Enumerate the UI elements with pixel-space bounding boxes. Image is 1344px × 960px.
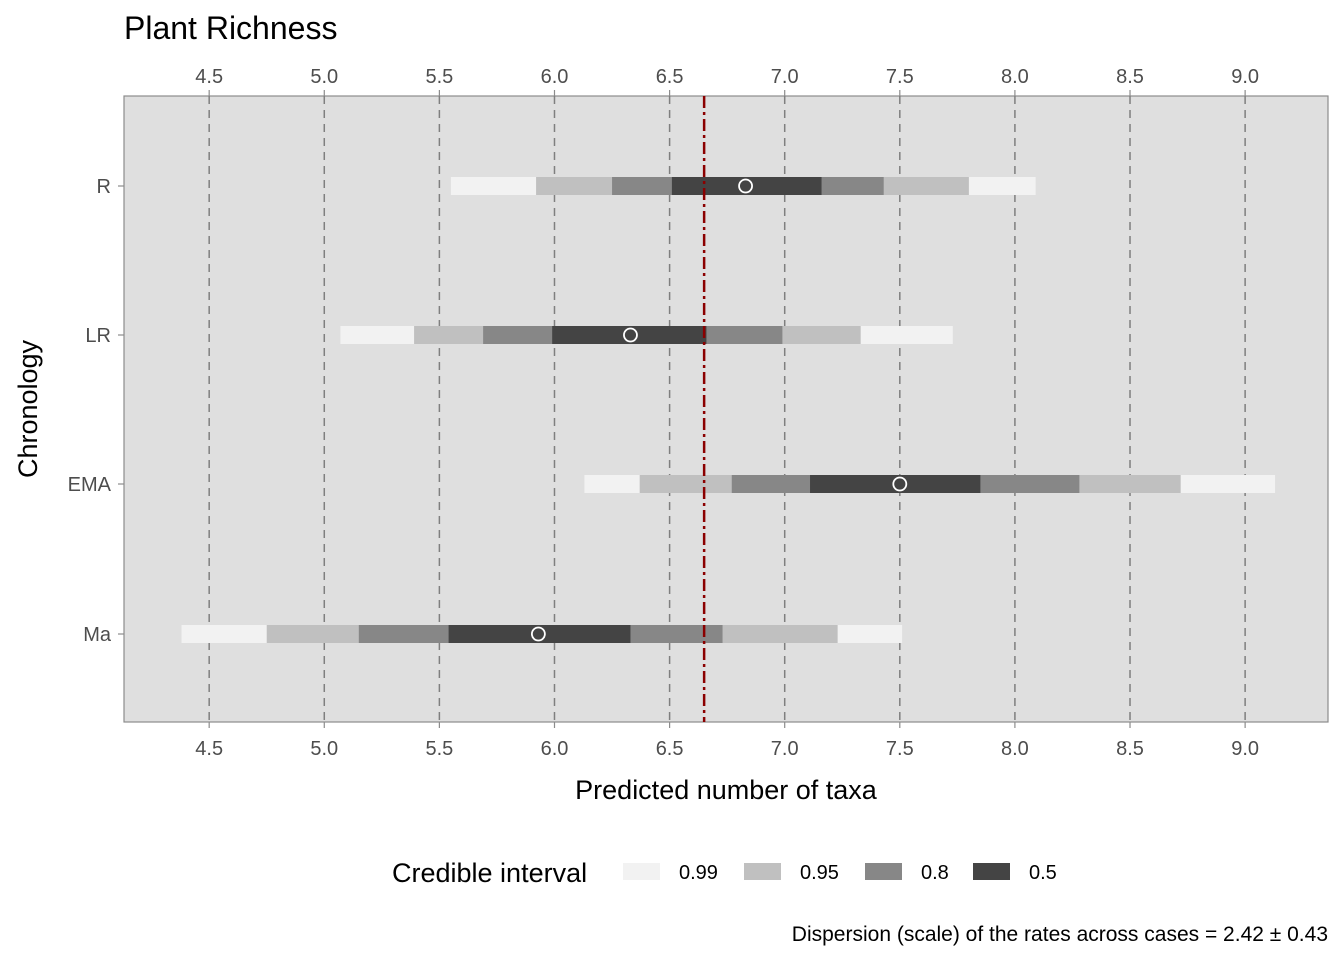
legend-swatch bbox=[973, 863, 1010, 880]
legend-swatch bbox=[623, 863, 660, 880]
y-axis: R LR EMA Ma bbox=[68, 176, 124, 646]
grid-lines bbox=[208, 96, 1246, 722]
point-estimate bbox=[530, 626, 546, 642]
x-tick-label-bottom: 8.0 bbox=[1001, 738, 1029, 760]
interval-bar bbox=[810, 475, 981, 493]
point-estimate bbox=[892, 476, 908, 492]
x-tick-label-bottom: 5.0 bbox=[310, 738, 338, 760]
legend: Credible interval 0.99 0.95 0.8 0.5 bbox=[392, 858, 1057, 888]
caption: Dispersion (scale) of the rates across c… bbox=[792, 923, 1328, 946]
y-tick-label: R bbox=[97, 176, 111, 198]
x-axis-top: 4.5 5.0 5.5 6.0 6.5 7.0 7.5 8.0 8.5 9.0 bbox=[195, 66, 1259, 96]
x-axis-label: Predicted number of taxa bbox=[575, 775, 878, 805]
x-tick-label-top: 7.0 bbox=[771, 66, 799, 88]
x-tick-label-top: 6.5 bbox=[656, 66, 684, 88]
y-tick-label: LR bbox=[85, 325, 111, 347]
y-axis-label: Chronology bbox=[13, 339, 43, 478]
y-tick-label: Ma bbox=[83, 624, 112, 646]
x-tick-label-top: 5.0 bbox=[310, 66, 338, 88]
interval-bar bbox=[448, 625, 631, 643]
x-tick-label-bottom: 4.5 bbox=[195, 738, 223, 760]
legend-swatch bbox=[744, 863, 781, 880]
interval-bar bbox=[552, 326, 707, 344]
legend-label: 0.5 bbox=[1029, 862, 1057, 884]
x-tick-label-top: 8.5 bbox=[1116, 66, 1144, 88]
x-tick-label-bottom: 7.5 bbox=[886, 738, 914, 760]
legend-swatch bbox=[865, 863, 902, 880]
y-tick-label: EMA bbox=[68, 474, 112, 496]
interval-bar bbox=[671, 177, 822, 195]
point-estimate bbox=[623, 327, 638, 343]
legend-title: Credible interval bbox=[392, 858, 587, 888]
x-tick-label-top: 8.0 bbox=[1001, 66, 1029, 88]
x-tick-label-top: 9.0 bbox=[1231, 66, 1259, 88]
chart-title: Plant Richness bbox=[124, 10, 337, 46]
x-tick-label-bottom: 5.5 bbox=[425, 738, 453, 760]
point-estimate bbox=[738, 178, 753, 194]
x-tick-label-top: 7.5 bbox=[886, 66, 914, 88]
x-tick-label-bottom: 9.0 bbox=[1231, 738, 1259, 760]
x-tick-label-top: 5.5 bbox=[425, 66, 453, 88]
legend-label: 0.95 bbox=[800, 862, 839, 884]
x-axis-bottom: 4.5 5.0 5.5 6.0 6.5 7.0 7.5 8.0 8.5 9.0 bbox=[195, 722, 1259, 760]
x-tick-label-bottom: 8.5 bbox=[1116, 738, 1144, 760]
point-estimates bbox=[530, 178, 908, 642]
x-tick-label-top: 6.0 bbox=[541, 66, 569, 88]
legend-label: 0.99 bbox=[679, 862, 718, 884]
legend-label: 0.8 bbox=[921, 862, 949, 884]
x-tick-label-bottom: 6.0 bbox=[541, 738, 569, 760]
x-tick-label-top: 4.5 bbox=[195, 66, 223, 88]
x-tick-label-bottom: 7.0 bbox=[771, 738, 799, 760]
x-tick-label-bottom: 6.5 bbox=[656, 738, 684, 760]
